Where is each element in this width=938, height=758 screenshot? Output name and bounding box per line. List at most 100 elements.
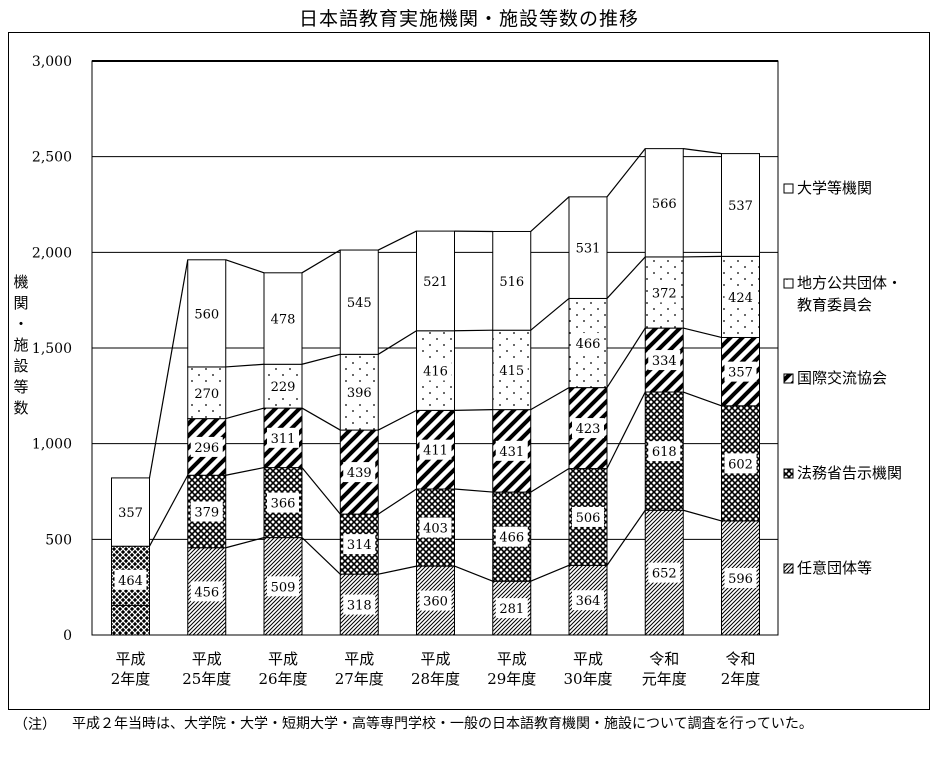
legend-swatch bbox=[783, 373, 794, 384]
legend-swatch bbox=[783, 563, 794, 574]
series-connector bbox=[683, 391, 722, 407]
data-label: 509 bbox=[271, 580, 296, 595]
data-label-bg bbox=[724, 194, 757, 215]
data-label: 516 bbox=[499, 275, 524, 290]
data-label: 318 bbox=[347, 599, 372, 614]
data-label-bg bbox=[267, 492, 299, 513]
data-label: 531 bbox=[576, 242, 601, 257]
x-tick-label: 平成 bbox=[192, 650, 222, 668]
y-axis-label-char: ・ bbox=[13, 315, 29, 333]
x-tick-label: 平成 bbox=[344, 650, 374, 668]
data-label-bg bbox=[190, 501, 223, 522]
data-label-bg bbox=[648, 282, 681, 303]
data-label-bg bbox=[572, 418, 604, 439]
series-connector bbox=[530, 196, 570, 232]
data-label-bg bbox=[267, 576, 299, 597]
series-connector bbox=[606, 391, 646, 469]
legend-swatch bbox=[783, 278, 794, 289]
data-label: 545 bbox=[347, 296, 372, 311]
data-label: 366 bbox=[271, 497, 296, 512]
series-connector bbox=[683, 255, 722, 258]
data-label-bg bbox=[114, 502, 147, 523]
series-connector bbox=[378, 565, 417, 575]
series-connector bbox=[606, 148, 646, 198]
data-label: 618 bbox=[652, 445, 677, 460]
data-label: 281 bbox=[499, 602, 524, 617]
legend-label: 任意団体等 bbox=[797, 559, 872, 577]
data-label-bg bbox=[648, 562, 681, 583]
series-connector bbox=[301, 407, 341, 431]
legend-swatch bbox=[783, 468, 794, 479]
series-connector bbox=[301, 537, 341, 575]
series-connector bbox=[225, 466, 265, 476]
series-connector bbox=[606, 256, 646, 299]
data-label: 403 bbox=[423, 522, 448, 537]
data-label-bg bbox=[724, 286, 757, 307]
y-tick-label: 2,000 bbox=[32, 245, 72, 261]
x-tick-label: 26年度 bbox=[258, 670, 307, 688]
data-label-bg bbox=[495, 526, 528, 547]
series-connector bbox=[530, 468, 570, 493]
footnote-head: （注） bbox=[14, 717, 56, 733]
data-label: 334 bbox=[652, 354, 677, 369]
data-label: 566 bbox=[652, 197, 677, 212]
x-tick-label: 令和 bbox=[725, 650, 755, 668]
data-label-bg bbox=[343, 534, 376, 555]
data-label-bg bbox=[419, 360, 452, 381]
data-label: 357 bbox=[118, 506, 143, 521]
x-tick-label: 27年度 bbox=[335, 670, 384, 688]
series-connector bbox=[377, 409, 417, 431]
data-label: 424 bbox=[728, 291, 753, 306]
data-label: 466 bbox=[499, 531, 524, 546]
data-label-bg bbox=[190, 382, 223, 403]
data-label: 596 bbox=[728, 572, 753, 587]
series-connector bbox=[606, 509, 646, 566]
series-connector bbox=[530, 387, 570, 411]
y-tick-label: 500 bbox=[45, 532, 72, 548]
data-label: 464 bbox=[118, 574, 143, 589]
series-connector bbox=[377, 488, 417, 515]
data-label: 372 bbox=[652, 287, 677, 302]
series-connector bbox=[454, 488, 493, 493]
series-connector bbox=[683, 327, 722, 339]
data-label-bg bbox=[267, 308, 299, 329]
data-label-bg bbox=[343, 594, 376, 615]
series-connector bbox=[683, 148, 722, 155]
series-connector bbox=[377, 230, 417, 251]
data-label-bg bbox=[419, 270, 452, 291]
data-label-bg bbox=[343, 292, 376, 313]
series-connector bbox=[683, 509, 722, 522]
data-label: 423 bbox=[576, 422, 601, 437]
data-label-bg bbox=[495, 270, 528, 291]
x-tick-label: 令和 bbox=[649, 650, 679, 668]
series-connector bbox=[530, 564, 570, 582]
data-label: 296 bbox=[194, 441, 219, 456]
y-axis-label-char: 数 bbox=[13, 399, 29, 417]
data-label-bg bbox=[190, 581, 223, 602]
data-label: 602 bbox=[728, 457, 753, 472]
data-label-bg bbox=[572, 237, 604, 258]
x-tick-label: 25年度 bbox=[182, 670, 231, 688]
legend-label: 地方公共団体・ bbox=[797, 274, 902, 292]
data-label-bg bbox=[343, 462, 376, 483]
data-label: 537 bbox=[728, 199, 753, 214]
x-tick-label: 平成 bbox=[497, 650, 527, 668]
series-connector bbox=[530, 297, 570, 331]
data-label: 379 bbox=[194, 505, 219, 520]
data-label-bg bbox=[724, 453, 757, 474]
x-tick-label: 29年度 bbox=[487, 670, 536, 688]
data-label: 357 bbox=[728, 366, 753, 381]
bar-segment bbox=[111, 604, 150, 636]
series-connector bbox=[377, 330, 417, 355]
data-label-bg bbox=[572, 333, 604, 354]
series-connector bbox=[606, 327, 646, 388]
legend-label: 法務省告示機関 bbox=[797, 464, 902, 482]
data-label-bg bbox=[419, 517, 452, 538]
legend-label: 大学等機関 bbox=[797, 179, 872, 197]
series-connector bbox=[225, 363, 265, 368]
series-connector bbox=[148, 474, 189, 547]
y-axis-label-char: 関 bbox=[13, 294, 29, 312]
data-label-bg bbox=[267, 376, 299, 397]
series-connector bbox=[454, 409, 493, 411]
data-label-bg bbox=[648, 192, 681, 213]
